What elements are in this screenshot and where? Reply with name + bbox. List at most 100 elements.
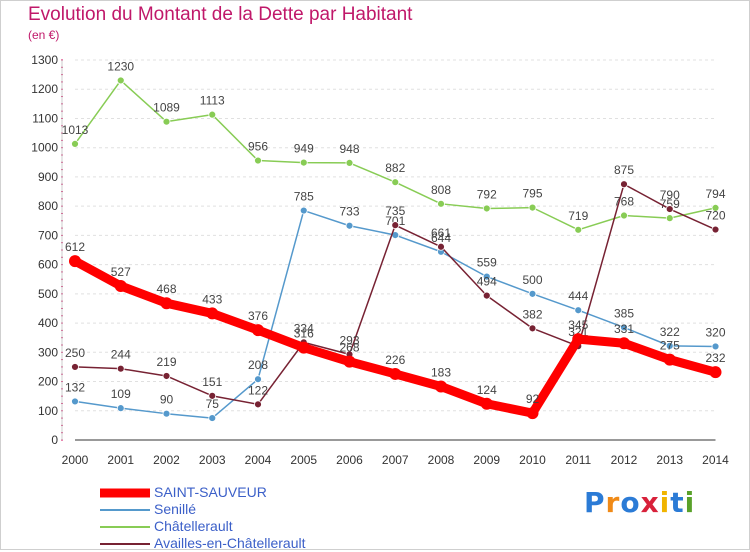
data-label: 612 (65, 240, 85, 254)
data-label: 768 (614, 195, 634, 209)
legend-item-senille: Senillé (100, 501, 400, 518)
chart-legend: SAINT-SAUVEUR Senillé Châtellerault Avai… (100, 484, 400, 552)
data-label: 268 (339, 341, 359, 355)
data-label: 468 (156, 282, 176, 296)
legend-label: Châtellerault (154, 518, 233, 534)
x-tick-label: 2001 (107, 453, 134, 467)
data-point (299, 206, 308, 215)
data-label: 948 (339, 142, 359, 156)
x-tick-label: 2004 (245, 453, 272, 467)
data-point (574, 225, 583, 234)
data-label: 132 (65, 380, 85, 394)
legend-label: Availles-en-Châtellerault (154, 535, 306, 551)
data-point (343, 355, 356, 368)
y-tick-label: 600 (38, 258, 58, 272)
data-label: 500 (522, 273, 542, 287)
data-point (252, 324, 264, 337)
data-label: 226 (385, 353, 405, 367)
data-label: 644 (431, 231, 451, 245)
data-label: 275 (660, 339, 680, 353)
data-label: 559 (477, 256, 497, 270)
legend-label: SAINT-SAUVEUR (154, 484, 267, 500)
data-label: 208 (248, 358, 268, 372)
data-point (620, 211, 628, 220)
legend-label: Senillé (154, 501, 197, 517)
data-label: 1013 (62, 123, 89, 137)
data-point (665, 214, 674, 223)
legend-swatch (100, 508, 150, 511)
data-label: 382 (522, 307, 542, 321)
data-point (528, 203, 537, 212)
data-point (69, 255, 81, 268)
legend-item-chatellerault: Châtellerault (100, 518, 400, 535)
data-point (665, 341, 674, 350)
data-label: 733 (339, 205, 359, 219)
data-point (709, 366, 722, 379)
data-label: 444 (568, 289, 588, 303)
data-point (665, 205, 674, 213)
data-point (526, 407, 539, 420)
x-tick-label: 2005 (290, 453, 317, 467)
y-tick-label: 1200 (31, 82, 58, 96)
logo-letter: x (640, 486, 660, 519)
data-label: 1089 (153, 101, 180, 115)
y-tick-label: 100 (38, 404, 58, 418)
data-point (71, 363, 79, 371)
data-point (435, 380, 447, 393)
data-point (299, 158, 308, 167)
data-label: 376 (248, 309, 268, 323)
data-label: 320 (705, 325, 725, 339)
data-point (162, 117, 171, 126)
y-tick-label: 500 (38, 287, 58, 301)
data-label: 322 (660, 325, 680, 339)
legend-swatch (100, 488, 150, 497)
data-label: 792 (477, 187, 497, 201)
y-tick-label: 800 (38, 199, 58, 213)
data-label: 250 (65, 346, 85, 360)
y-tick-label: 700 (38, 228, 58, 242)
data-label: 183 (431, 366, 451, 380)
data-point (482, 272, 491, 281)
logo-letter: P (584, 486, 606, 519)
data-label: 334 (294, 321, 314, 335)
data-label: 875 (614, 163, 634, 177)
data-point (572, 333, 585, 346)
x-tick-label: 2008 (428, 453, 455, 467)
data-label: 1113 (200, 94, 225, 108)
data-label: 232 (705, 351, 725, 365)
data-label: 882 (385, 161, 405, 175)
data-point (208, 110, 217, 119)
data-label: 719 (568, 209, 588, 223)
data-label: 433 (202, 292, 222, 306)
data-label: 794 (705, 187, 725, 201)
data-point (71, 397, 79, 406)
data-point (297, 341, 310, 354)
data-point (618, 337, 630, 350)
data-label: 720 (705, 209, 725, 223)
x-tick-label: 2003 (199, 453, 226, 467)
x-tick-label: 2014 (702, 453, 729, 467)
data-point (116, 364, 125, 373)
data-point (116, 76, 125, 85)
data-point (391, 178, 400, 187)
y-tick-label: 900 (38, 170, 58, 184)
data-label: 75 (206, 397, 220, 411)
data-label: 795 (522, 187, 542, 201)
chart-title: Evolution du Montant de la Dette par Hab… (28, 4, 413, 25)
data-label: 949 (294, 142, 314, 156)
data-point (663, 353, 676, 366)
logo-letter: o (620, 486, 641, 519)
data-label: 293 (339, 333, 359, 347)
legend-item-saint-sauveur: SAINT-SAUVEUR (100, 484, 400, 501)
data-point (254, 400, 262, 409)
data-label: 316 (294, 327, 314, 341)
data-point (482, 291, 491, 300)
data-label: 90 (160, 393, 174, 407)
data-label: 151 (202, 375, 222, 389)
data-label: 109 (111, 387, 131, 401)
x-tick-label: 2011 (565, 453, 591, 467)
data-label: 956 (248, 140, 268, 154)
data-label: 219 (156, 355, 176, 369)
data-label: 808 (431, 183, 451, 197)
